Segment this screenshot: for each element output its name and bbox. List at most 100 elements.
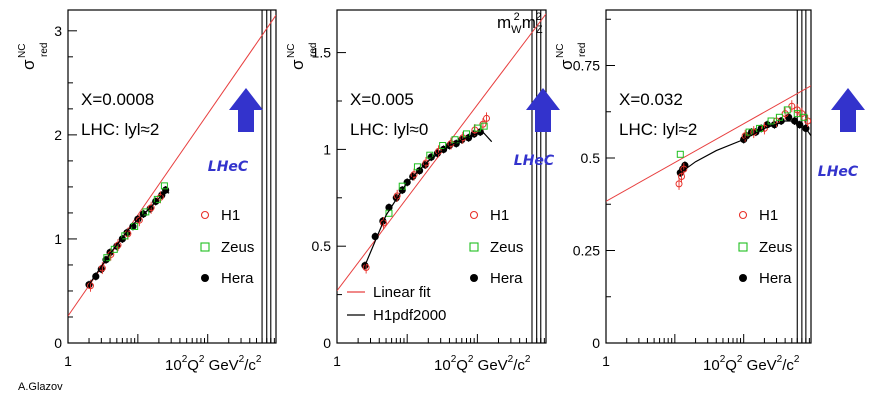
- zeus-point: [783, 106, 791, 114]
- h1-point: [362, 263, 370, 271]
- x-axis-label-part: 10: [434, 357, 451, 374]
- zeus-point: [153, 195, 161, 203]
- legend-hera-marker: [470, 274, 478, 282]
- y-tick-label: 0.75: [573, 58, 600, 74]
- legend-label: Hera: [490, 270, 523, 287]
- panel-middle: 00.511.51 102Q2 GeV2/c2σredNCX=0.005LHC: …: [286, 9, 560, 374]
- x-axis-label-part: 2: [451, 354, 457, 365]
- zeus-point: [426, 151, 434, 159]
- top-label-m1: m: [497, 13, 511, 32]
- zeus-point: [103, 254, 111, 262]
- x-axis-label-part: 2: [468, 354, 474, 365]
- top-label-sub2: Z: [536, 24, 543, 36]
- h1-point: [114, 241, 122, 249]
- h1pdf2000-curve: [88, 190, 170, 286]
- y-tick-label: 3: [54, 23, 62, 39]
- legend-label: Zeus: [759, 239, 792, 256]
- zeus-point: [676, 150, 684, 158]
- x-axis-label-part: Q: [187, 357, 199, 374]
- h1-point: [678, 173, 686, 180]
- h1-point: [479, 120, 487, 128]
- plot-area: [606, 85, 811, 202]
- lhec-arrow-icon: [526, 88, 560, 132]
- x-axis-label-part: GeV: [473, 357, 507, 374]
- legend-h1-marker: [469, 210, 479, 220]
- h1pdf2000-curve: [364, 131, 493, 266]
- y-tick-label: 0.25: [573, 243, 600, 259]
- x-axis-label-part: 2: [794, 354, 800, 365]
- hera-point: [785, 113, 793, 121]
- lhec-label: LHeC: [818, 164, 859, 180]
- hera-point: [385, 203, 393, 212]
- x-axis-label-part: 10: [165, 357, 182, 374]
- zeus-point: [480, 122, 488, 130]
- legend-hera-marker: [201, 274, 209, 282]
- legend-zeus-marker: [738, 242, 748, 252]
- legend-label: Hera: [221, 270, 254, 287]
- x-axis-label-part: 2: [777, 354, 783, 365]
- lhec-label: LHeC: [208, 159, 249, 175]
- lhec-arrow-icon: [831, 88, 865, 132]
- y-tick-label: 0: [592, 335, 600, 351]
- y-axis-superscript: NC: [286, 44, 297, 58]
- y-tick-label: 0.5: [581, 150, 601, 166]
- zeus-point: [767, 117, 775, 125]
- x-axis-label-part: GeV: [742, 357, 776, 374]
- y-tick-label: 1.5: [312, 45, 332, 61]
- legend-label: H1: [221, 207, 240, 224]
- y-tick-label: 0.5: [312, 238, 332, 254]
- plot-frame: [67, 9, 277, 344]
- zeus-point: [800, 113, 808, 121]
- legend-zeus-marker: [200, 242, 210, 252]
- x-axis-label-part: 2: [239, 354, 245, 365]
- h1-point: [147, 204, 155, 212]
- lhec-arrow-icon: [229, 88, 263, 132]
- lhec-label: LHeC: [514, 153, 555, 169]
- x-axis-label-part: /c: [244, 357, 256, 374]
- x-axis-label-part: GeV: [204, 357, 238, 374]
- lhc-rapidity-annotation: LHC: lyl≈2: [619, 120, 697, 139]
- linear-fit-line: [606, 85, 811, 202]
- h1pdf2000-curve: [679, 120, 811, 174]
- x-tick-label: 1: [64, 353, 72, 369]
- plot-area: [68, 14, 276, 317]
- x-axis-label: 102Q2 GeV2/c2: [434, 354, 531, 374]
- x-value-annotation: X=0.0008: [81, 90, 154, 109]
- x-axis-label-part: 10: [703, 357, 720, 374]
- legend-label: H1: [759, 207, 778, 224]
- y-tick-label: 1: [54, 231, 62, 247]
- legend-label: H1pdf2000: [373, 307, 446, 324]
- h1-point: [135, 216, 143, 224]
- lhc-rapidity-annotation: LHC: lyl≈0: [350, 120, 428, 139]
- x-axis-label: 102Q2 GeV2/c2: [165, 354, 262, 374]
- x-value-annotation: X=0.032: [619, 90, 683, 109]
- hera-point: [796, 121, 804, 129]
- h1-point: [422, 159, 430, 167]
- h1-point: [804, 117, 811, 125]
- legend-label: Zeus: [490, 239, 523, 256]
- x-axis-label-part: 2: [508, 354, 514, 365]
- legend-zeus-marker: [469, 242, 479, 252]
- h1-point: [680, 165, 688, 173]
- zeus-point: [439, 142, 447, 150]
- top-label-sub1: W: [511, 24, 522, 36]
- y-axis-subscript: red: [308, 43, 319, 57]
- lhc-rapidity-annotation: LHC: lyl≈2: [81, 120, 159, 139]
- y-tick-label: 0: [323, 335, 331, 351]
- plot-frame: [605, 9, 812, 344]
- plot-area: [337, 13, 546, 292]
- top-label-sup2: 2: [536, 11, 542, 23]
- legend-label: Linear fit: [373, 284, 431, 301]
- hera-point: [129, 222, 137, 231]
- y-axis-symbol: σ: [557, 59, 576, 70]
- zeus-point: [160, 182, 168, 190]
- y-axis-superscript: NC: [555, 44, 566, 58]
- zeus-point: [121, 232, 129, 240]
- y-axis-symbol: σ: [288, 59, 307, 70]
- h1-point: [781, 110, 789, 118]
- zeus-point: [745, 128, 753, 136]
- x-axis-label-part: 2: [720, 354, 726, 365]
